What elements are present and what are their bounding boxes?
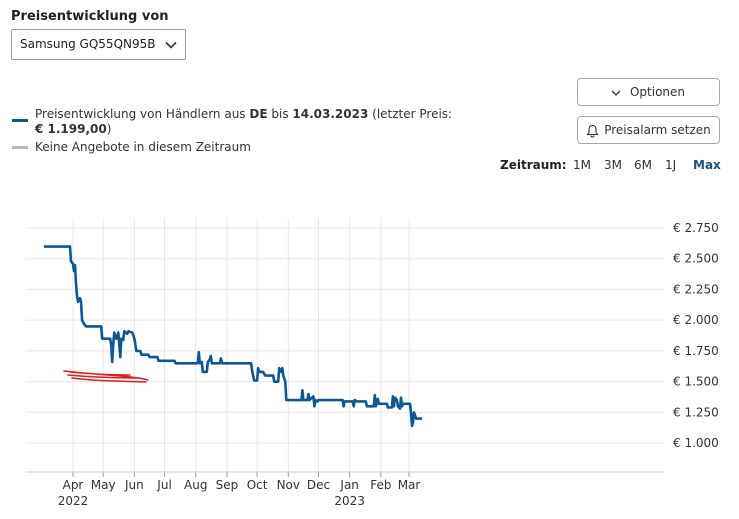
price-series — [43, 245, 423, 428]
legend-no-offers-text: Keine Angebote in diesem Zeitraum — [35, 140, 251, 154]
y-tick-label: € 2.750 — [673, 221, 719, 235]
y-tick-label: € 1.500 — [673, 375, 719, 389]
legend-price-text: Preisentwicklung von Händlern aus DE bis… — [35, 107, 453, 121]
page-title: Preisentwicklung von — [11, 9, 169, 24]
x-tick-label: Feb — [370, 478, 391, 492]
x-tick-label: Dec — [307, 478, 330, 492]
price-alarm-button-label: Preisalarm setzen — [604, 123, 711, 137]
y-tick-label: € 1.750 — [673, 344, 719, 358]
red-scribble-annotation — [63, 370, 149, 383]
year-label-2023: 2023 — [334, 494, 365, 508]
legend-swatch-price — [12, 119, 28, 122]
x-tick-label: Oct — [247, 478, 268, 492]
y-tick-label: € 2.500 — [673, 252, 719, 266]
legend-last-price: € 1.199,00) — [35, 122, 112, 136]
chevron-down-icon — [611, 90, 621, 96]
price-alarm-button[interactable]: Preisalarm setzen — [577, 116, 720, 144]
y-tick-label: € 2.250 — [673, 282, 719, 296]
x-tick-label: Jun — [124, 478, 144, 492]
x-tick-label: Aug — [184, 478, 207, 492]
zeitraum-label: Zeitraum: — [500, 158, 567, 172]
legend-swatch-no-offers — [12, 146, 28, 149]
product-select-value: Samsung GQ55QN95B — [20, 37, 156, 51]
y-tick-label: € 1.250 — [673, 405, 719, 419]
year-label-2022: 2022 — [58, 494, 89, 508]
chart-grid — [26, 218, 664, 477]
x-tick-label: Sep — [216, 478, 239, 492]
x-tick-label: May — [91, 478, 116, 492]
zeitraum-max[interactable]: Max — [693, 158, 721, 172]
x-tick-label: Jan — [339, 478, 359, 492]
bell-icon — [586, 124, 599, 138]
y-axis-ticks: € 1.000 € 1.250 € 1.500 € 1.750 € 2.000 € 2.2… — [673, 221, 719, 450]
zeitraum-1m[interactable]: 1M — [573, 158, 591, 172]
chevron-down-icon — [165, 41, 177, 49]
zeitraum-6m[interactable]: 6M — [634, 158, 652, 172]
x-tick-label: Jul — [156, 478, 171, 492]
options-button[interactable]: Optionen — [577, 78, 720, 106]
zeitraum-3m[interactable]: 3M — [604, 158, 622, 172]
y-tick-label: € 2.000 — [673, 313, 719, 327]
x-tick-label: Nov — [277, 478, 300, 492]
y-tick-label: € 1.000 — [673, 436, 719, 450]
product-select[interactable]: Samsung GQ55QN95B — [11, 29, 186, 60]
x-tick-label: Mar — [398, 478, 421, 492]
zeitraum-1j[interactable]: 1J — [665, 158, 677, 172]
options-button-label: Optionen — [629, 85, 686, 99]
x-axis-ticks: Apr May Jun Jul Aug Sep Oct Nov Dec Jan Feb Mar 2022… — [58, 478, 421, 508]
price-line — [43, 245, 423, 428]
x-tick-label: Apr — [63, 478, 84, 492]
